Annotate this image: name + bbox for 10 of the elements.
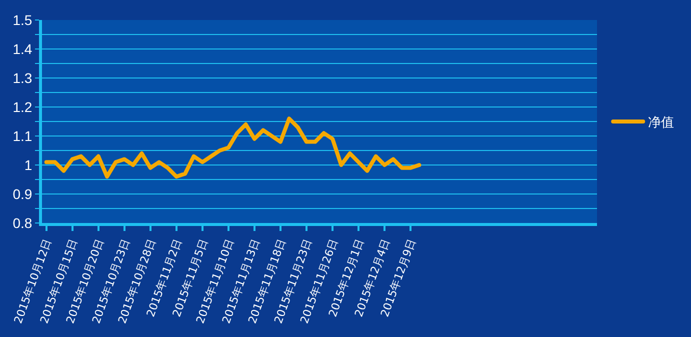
y-tick-label: 1: [24, 156, 32, 173]
legend-label: 净值: [648, 116, 674, 131]
y-tick-label: 0.8: [12, 214, 32, 231]
line-series: [44, 116, 422, 179]
y-tick-label: 1.4: [12, 40, 32, 57]
y-tick-label: 0.9: [12, 186, 32, 202]
y-tick-label: 1.5: [12, 12, 32, 28]
y-tick-label: 1.2: [12, 98, 32, 115]
y-tick-label: 1.1: [12, 128, 32, 144]
y-tick-label: 1.3: [12, 70, 32, 86]
